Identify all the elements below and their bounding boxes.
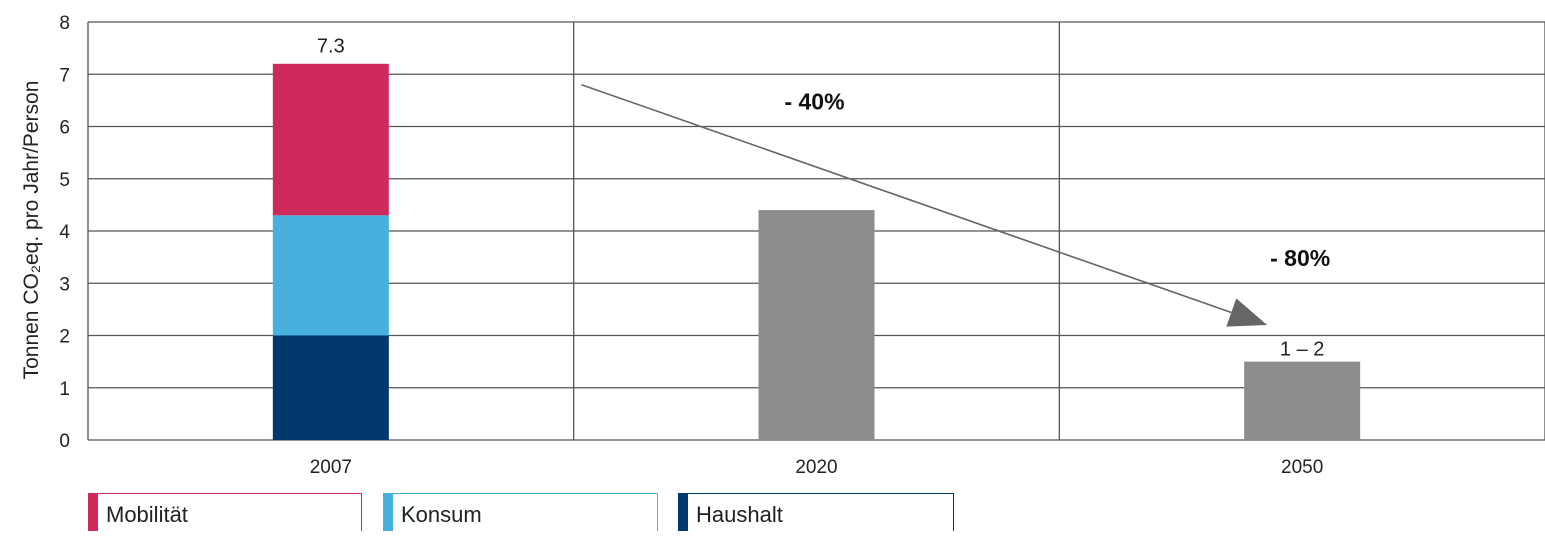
y-tick-label: 5 xyxy=(59,170,70,191)
data-labels: 7.3 1 – 2 xyxy=(317,36,1324,361)
y-tick-label: 0 xyxy=(59,431,70,452)
annotation-label: - 40% xyxy=(784,88,844,114)
annotation-label: - 80% xyxy=(1270,245,1330,271)
bar-segment xyxy=(272,335,389,440)
y-tick-label: 3 xyxy=(59,274,70,295)
chart: 0 1 2 3 4 5 6 7 8 2007 2020 2050 7.3 1 – 2 - 40% - 8… xyxy=(20,13,1545,478)
arrow-shaft xyxy=(581,83,1232,314)
bar-segment xyxy=(1244,361,1361,440)
legend-label-konsum: Konsum xyxy=(401,502,482,527)
legend-label-haushalt: Haushalt xyxy=(696,502,783,527)
y-tick-label: 2 xyxy=(59,327,70,348)
x-tick-labels: 2007 2020 2050 xyxy=(310,457,1324,478)
x-tick-label: 2007 xyxy=(310,457,352,478)
bar-segment xyxy=(272,215,389,336)
bar-segment xyxy=(758,210,875,440)
y-tick-label: 4 xyxy=(59,222,70,243)
y-axis-title: Tonnen CO₂eq. pro Jahr/Person xyxy=(20,81,43,380)
data-label: 1 – 2 xyxy=(1280,339,1324,361)
x-tick-label: 2020 xyxy=(795,457,837,478)
arrow-head xyxy=(1226,298,1268,327)
annotations: - 40% - 80% xyxy=(784,88,1330,271)
legend-item-konsum: Konsum xyxy=(383,493,658,531)
y-tick-label: 6 xyxy=(59,118,70,139)
bars xyxy=(272,63,1361,440)
bar-segment xyxy=(272,63,389,216)
y-tick-label: 1 xyxy=(59,379,70,400)
trend-arrow xyxy=(581,83,1268,327)
x-tick-label: 2050 xyxy=(1281,457,1323,478)
y-tick-label: 7 xyxy=(59,65,70,86)
legend-label-mobilitaet: Mobilität xyxy=(106,502,188,527)
y-tick-labels: 0 1 2 3 4 5 6 7 8 xyxy=(59,13,70,452)
y-tick-label: 8 xyxy=(59,13,70,34)
legend-item-mobilitaet: Mobilität xyxy=(88,493,362,531)
legend-item-haushalt: Haushalt xyxy=(678,493,954,531)
data-label: 7.3 xyxy=(317,36,345,58)
